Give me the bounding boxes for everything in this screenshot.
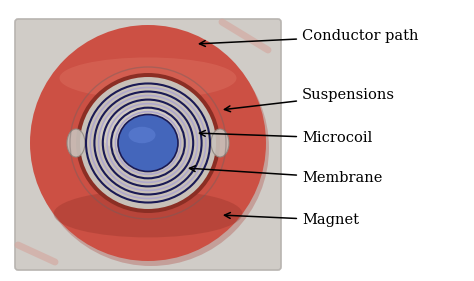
- Ellipse shape: [80, 77, 216, 209]
- Text: Membrane: Membrane: [190, 166, 383, 185]
- Ellipse shape: [33, 30, 269, 266]
- Text: Microcoil: Microcoil: [200, 130, 372, 145]
- Ellipse shape: [99, 108, 181, 154]
- Text: Suspensions: Suspensions: [225, 88, 395, 112]
- Text: Conductor path: Conductor path: [200, 29, 419, 46]
- Text: Magnet: Magnet: [225, 212, 359, 227]
- Ellipse shape: [211, 129, 229, 157]
- Ellipse shape: [118, 114, 178, 171]
- Ellipse shape: [67, 129, 85, 157]
- Ellipse shape: [76, 73, 220, 213]
- Ellipse shape: [60, 57, 237, 99]
- Ellipse shape: [128, 127, 155, 143]
- Ellipse shape: [30, 25, 266, 261]
- FancyBboxPatch shape: [15, 19, 281, 270]
- Ellipse shape: [54, 190, 242, 237]
